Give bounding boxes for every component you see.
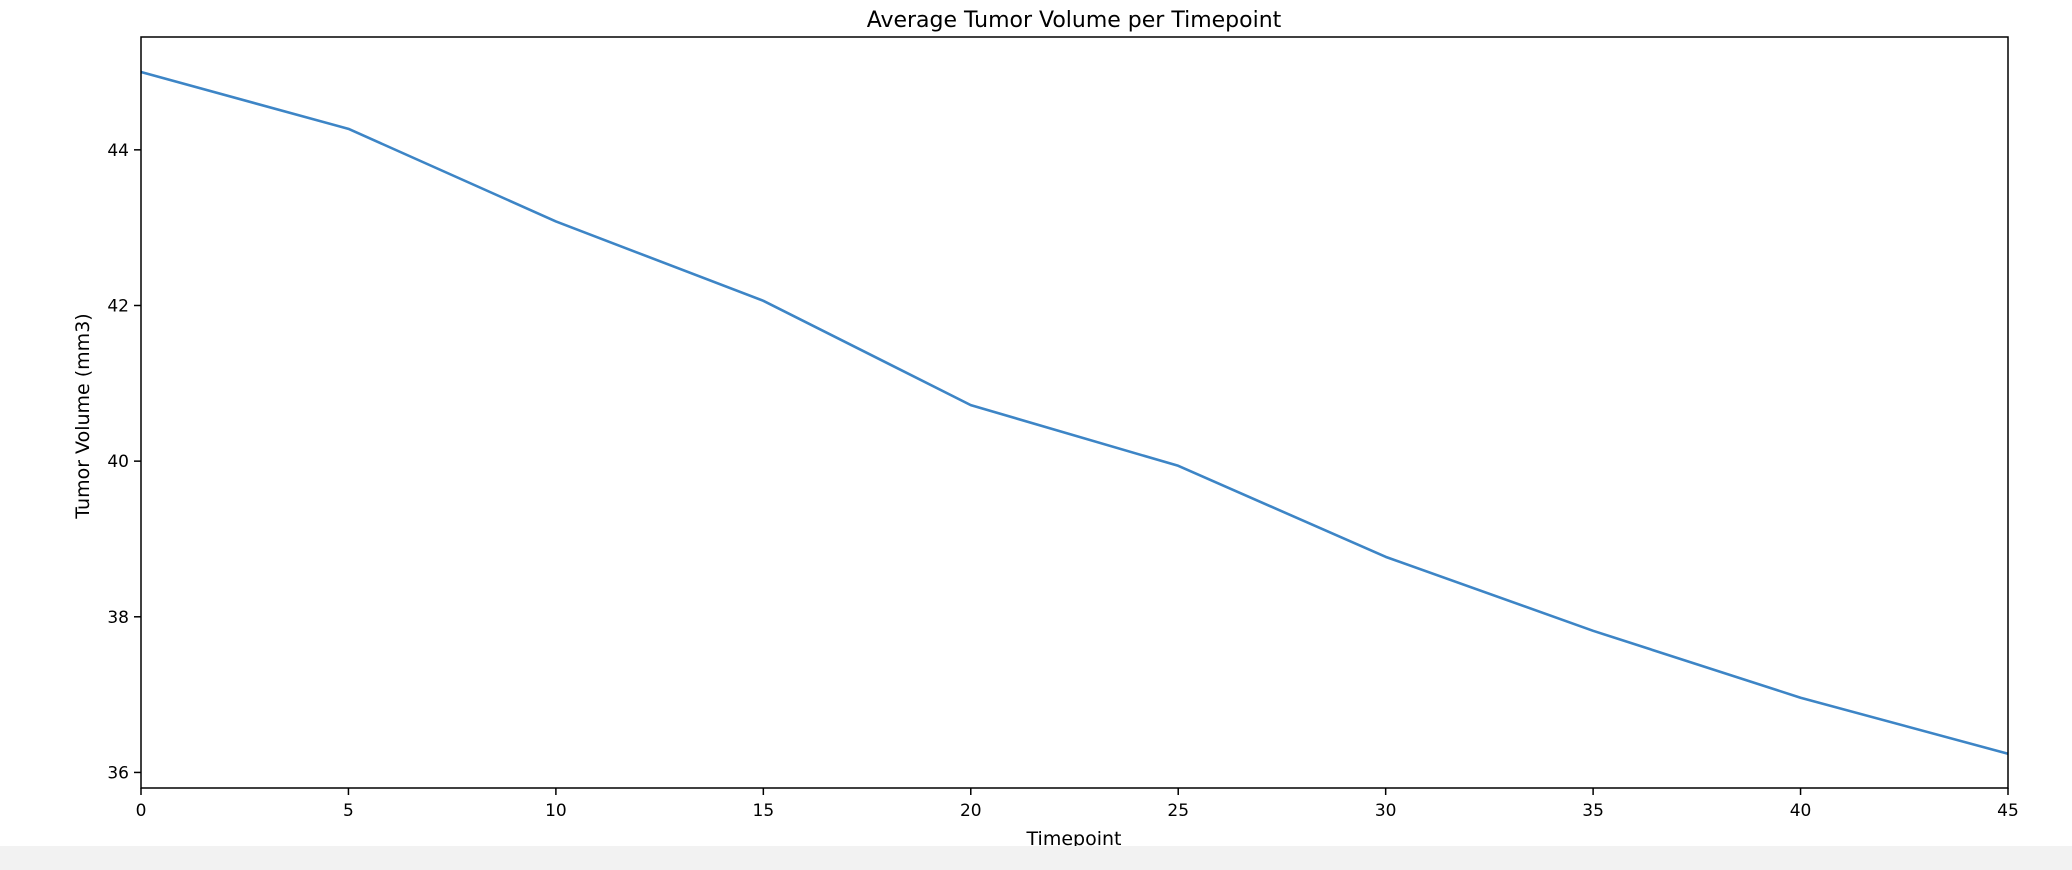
x-axis-label: Timepoint [1026,828,1122,850]
x-tick-label: 30 [1375,801,1397,821]
series-line-0 [140,70,2009,756]
y-axis-label: Tumor Volume (mm3) [72,313,94,519]
x-tick-label: 40 [1790,801,1812,821]
x-axis: 0 5 10 15 20 25 30 35 40 45 [136,788,2019,821]
x-tick-label: 15 [753,801,775,821]
chart-title: Average Tumor Volume per Timepoint [867,8,1282,33]
x-tick-label: 0 [136,801,147,821]
y-tick-label: 40 [107,452,129,472]
x-tick-label: 5 [343,801,354,821]
plot-frame [140,36,2009,789]
x-tick-label: 35 [1582,801,1604,821]
x-tick-label: 10 [545,801,567,821]
y-axis: 36 38 40 42 44 [107,141,141,783]
bottom-strip [0,846,2072,870]
x-tick-label: 20 [960,801,982,821]
x-tick-label: 45 [1997,801,2019,821]
y-tick-label: 36 [107,763,129,783]
y-tick-label: 44 [107,141,129,161]
y-tick-label: 38 [107,608,129,628]
x-tick-label: 25 [1167,801,1189,821]
plot-area [140,70,2009,756]
y-tick-label: 42 [107,296,129,316]
